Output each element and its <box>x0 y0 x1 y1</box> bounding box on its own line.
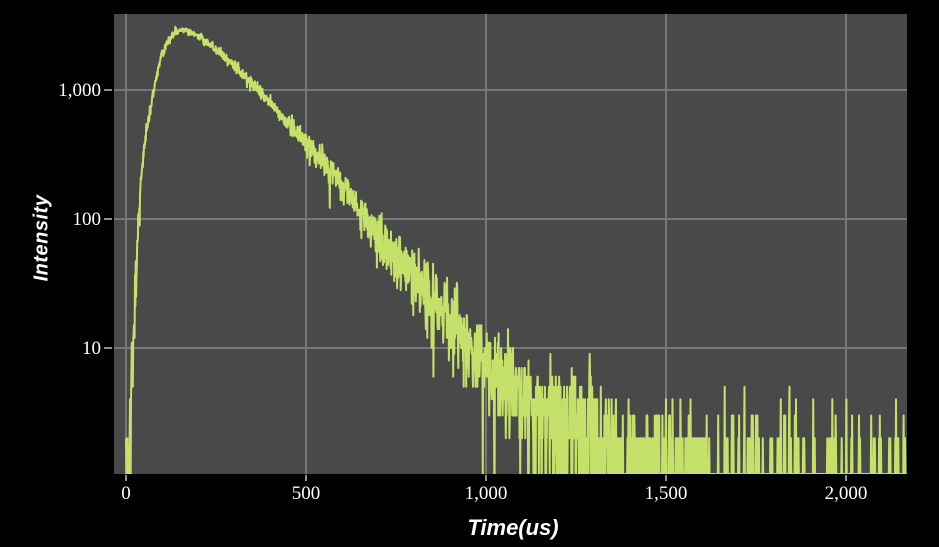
x-axis-title: Time(us) <box>467 515 559 540</box>
y-tick-label: 10 <box>82 338 101 359</box>
x-tick-label: 0 <box>121 483 131 504</box>
x-tick-label: 500 <box>292 483 321 504</box>
decay-trace <box>125 25 907 474</box>
y-axis-title: Intensity <box>30 194 53 282</box>
x-tick-label: 1,000 <box>465 483 508 504</box>
x-tick-label: 1,500 <box>645 483 688 504</box>
y-tick-label: 1,000 <box>58 80 101 101</box>
x-tick-label: 2,000 <box>825 483 868 504</box>
y-tick-label: 100 <box>73 209 102 230</box>
